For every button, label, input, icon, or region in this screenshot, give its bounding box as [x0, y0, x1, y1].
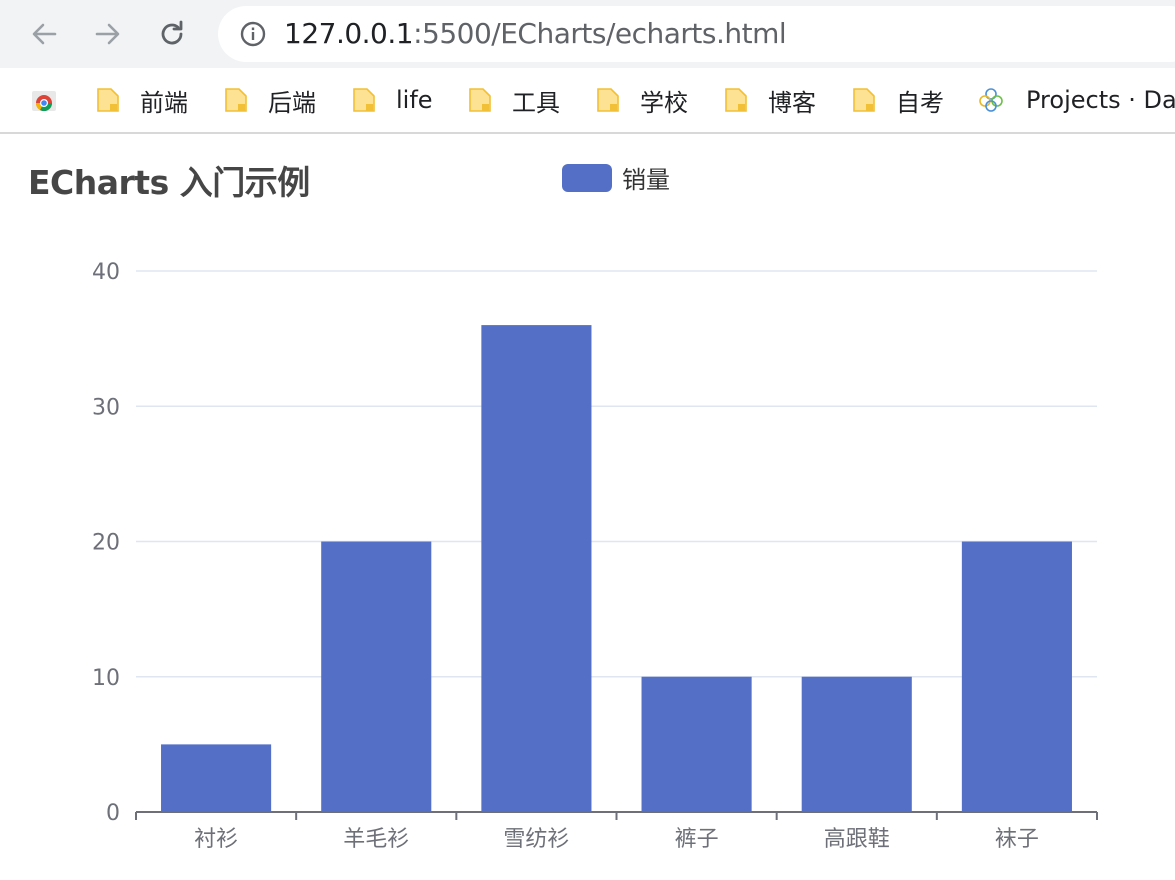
bar[interactable]: [961, 541, 1072, 813]
y-tick-label: 20: [92, 531, 120, 556]
x-tick-label: 袜子: [995, 827, 1039, 852]
bar-chart: 0 10 20 30 40 衬衫 羊毛衫 雪纺衫 裤子 高跟鞋 袜子: [92, 260, 1098, 852]
bookmark-label: 学校: [640, 88, 688, 117]
arrow-right-icon: [95, 23, 120, 45]
bookmark-label: 博客: [768, 88, 816, 117]
folder-icon: [597, 88, 619, 112]
chart-container: ECharts 入门示例 销量 0 10 20 30 40 衬衫 羊毛衫 雪纺衫 裤子 高跟鞋 袜子: [0, 134, 1175, 880]
apps-icon: [32, 91, 56, 112]
bookmarks-bar: 前端 后端 life 工具 学校 博客: [0, 68, 1175, 134]
info-icon[interactable]: [240, 21, 266, 47]
bookmark-label: 自考: [896, 88, 944, 117]
bookmark-label: Projects · Das: [1026, 86, 1175, 114]
address-bar[interactable]: 127.0.0.1:5500/ECharts/echarts.html: [218, 6, 1175, 62]
bar[interactable]: [641, 676, 752, 812]
bar[interactable]: [481, 325, 592, 812]
x-tick-label: 衬衫: [194, 827, 238, 852]
folder-icon: [97, 88, 119, 112]
site-icon: [976, 85, 1006, 115]
bar[interactable]: [161, 744, 272, 812]
reload-icon: [161, 20, 183, 45]
bookmark-folder[interactable]: 前端: [96, 68, 188, 132]
bookmark-folder[interactable]: 自考: [852, 68, 944, 132]
y-tick-label: 10: [92, 666, 120, 691]
url-text[interactable]: 127.0.0.1:5500/ECharts/echarts.html: [284, 17, 787, 50]
bookmark-label: 前端: [140, 88, 188, 117]
x-tick-label: 雪纺衫: [503, 827, 569, 852]
bar[interactable]: [801, 676, 912, 812]
x-tick-label: 裤子: [675, 827, 719, 852]
folder-icon: [853, 88, 875, 112]
chart-title: ECharts 入门示例: [28, 163, 310, 202]
reload-button[interactable]: [152, 14, 192, 54]
forward-button[interactable]: [88, 14, 128, 54]
bookmark-folder[interactable]: 博客: [724, 68, 816, 132]
y-tick-label: 0: [106, 801, 120, 826]
y-tick-label: 40: [92, 260, 120, 285]
bookmark-apps[interactable]: [30, 68, 58, 132]
legend[interactable]: 销量: [562, 160, 670, 195]
bookmark-folder[interactable]: 工具: [468, 68, 560, 132]
y-tick-label: 30: [92, 395, 120, 420]
legend-label: 销量: [622, 166, 670, 194]
browser-toolbar: 127.0.0.1:5500/ECharts/echarts.html: [0, 0, 1175, 68]
x-tick-label: 高跟鞋: [824, 827, 890, 852]
back-button[interactable]: [24, 14, 64, 54]
folder-icon: [225, 88, 247, 112]
url-path: :5500/ECharts/echarts.html: [413, 17, 787, 50]
bookmark-folder[interactable]: life: [352, 68, 433, 132]
bookmark-label: life: [396, 86, 433, 114]
url-host: 127.0.0.1: [284, 17, 414, 50]
bookmark-folder[interactable]: 学校: [596, 68, 688, 132]
arrow-left-icon: [32, 23, 57, 45]
x-tick-label: 羊毛衫: [343, 827, 409, 852]
bookmark-label: 工具: [512, 88, 560, 117]
bar[interactable]: [321, 541, 432, 813]
folder-icon: [469, 88, 491, 112]
folder-icon: [725, 88, 747, 112]
legend-swatch: [562, 163, 612, 192]
bookmark-folder[interactable]: 后端: [224, 68, 316, 132]
bookmark-label: 后端: [268, 88, 316, 117]
bookmark-site[interactable]: Projects · Das: [976, 68, 1175, 132]
folder-icon: [353, 88, 375, 112]
